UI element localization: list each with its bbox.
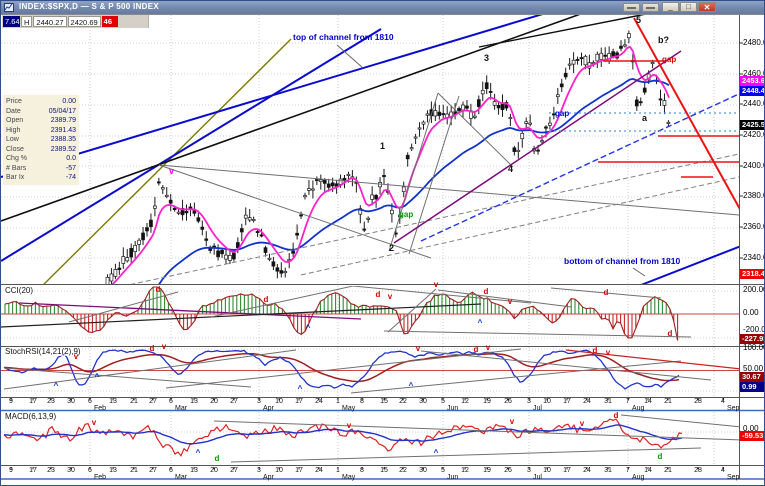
info-label: Low (6, 136, 19, 143)
info-value: 2388.35 (50, 136, 76, 143)
quote-low: 2420.69 (67, 16, 101, 27)
info-value: -74 (65, 174, 76, 181)
info-row: Low 2388.35 (6, 135, 76, 145)
toolbar-button-2[interactable] (642, 3, 659, 12)
app-icon (4, 3, 14, 12)
minimize-button[interactable]: _ (662, 2, 679, 12)
info-row: Price 0.00 (6, 97, 76, 107)
info-row: Open 2389.79 (6, 116, 76, 126)
info-label: Date (6, 107, 21, 115)
title-bar[interactable]: INDEX:$SPX,D — S & P 500 INDEX _ □ ✕ (1, 1, 764, 14)
maximize-button[interactable]: □ (680, 2, 697, 12)
info-value: 2391.43 (50, 126, 76, 134)
toolbar-button-1[interactable] (623, 3, 640, 12)
info-row: Bar Ix -74 (6, 173, 76, 183)
info-label: Price (6, 98, 22, 105)
info-value: 0.00 (62, 98, 76, 105)
info-row: # Bars -57 (6, 164, 76, 174)
info-row: High 2391.43 (6, 126, 76, 136)
info-label: Close (6, 145, 24, 153)
info-value: 2389.52 (50, 145, 76, 153)
info-value: 05/04/17 (48, 107, 76, 115)
info-label: High (6, 126, 21, 134)
quote-strip: 7.64 H 2440.27 2420.69 46 (2, 15, 149, 28)
info-label: Bar Ix (6, 174, 25, 181)
quote-high-label: H (21, 16, 33, 27)
quote-high: 2440.27 (33, 16, 67, 27)
data-window-info-panel: Price 0.00 Date 05/04/17 Open 2389.79 High 2391… (3, 95, 79, 185)
quote-badge: 46 (101, 16, 118, 27)
info-label: Open (6, 117, 24, 124)
info-label: # Bars (6, 164, 27, 172)
window-title: INDEX:$SPX,D — S & P 500 INDEX (19, 2, 160, 11)
info-value: 0.0 (66, 155, 76, 162)
info-row: Chg % 0.0 (6, 154, 76, 164)
info-value: -57 (65, 164, 76, 172)
quote-change: 7.64 (3, 16, 20, 27)
close-button[interactable]: ✕ (698, 2, 716, 12)
info-row: Date 05/04/17 (6, 107, 76, 117)
info-value: 2389.79 (50, 117, 76, 124)
info-label: Chg % (6, 155, 28, 162)
info-row: Close 2389.52 (6, 145, 76, 155)
